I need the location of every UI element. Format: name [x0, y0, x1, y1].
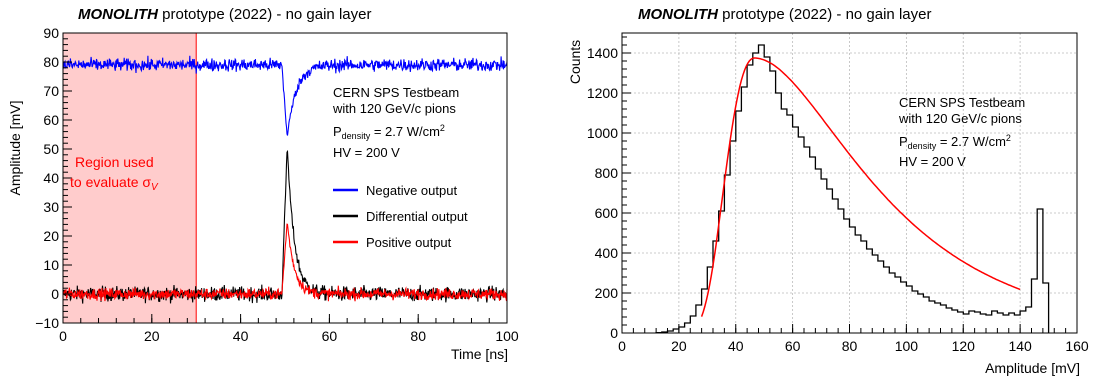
- histogram-y-label: Counts: [567, 40, 583, 84]
- waveform-x-tick-label: 60: [322, 328, 338, 344]
- region-label-line1: Region used: [75, 154, 154, 170]
- histogram-x-tick-label: 140: [1008, 338, 1032, 354]
- waveform-hv: HV = 200 V: [333, 145, 400, 160]
- histogram-pdensity: Pdensity = 2.7 W/cm2: [899, 133, 1011, 151]
- histogram-y-tick-label: 1200: [587, 85, 618, 101]
- histogram-x-tick-label: 80: [842, 338, 858, 354]
- waveform-y-tick-label: 30: [43, 199, 59, 215]
- waveform-y-tick-label: 60: [43, 112, 59, 128]
- histogram-x-tick-label: 0: [618, 338, 626, 354]
- waveform-x-tick-label: 40: [233, 328, 249, 344]
- waveform-panel: MONOLITH prototype (2022) - no gain laye…: [7, 6, 519, 362]
- histogram-panel: MONOLITH prototype (2022) - no gain laye…: [567, 6, 1089, 376]
- landau-fit-curve: [700, 57, 1021, 317]
- waveform-y-label: Amplitude [mV]: [7, 101, 23, 196]
- waveform-x-label: Time [ns]: [451, 346, 508, 362]
- waveform-y-tick-label: 0: [51, 286, 59, 302]
- histogram-y-tick-label: 800: [595, 165, 619, 181]
- histogram-bars: [655, 44, 1050, 334]
- sigma-region-shade: [62, 32, 197, 324]
- waveform-x-tick-label: 20: [144, 328, 160, 344]
- histogram-x-tick-label: 100: [895, 338, 919, 354]
- histogram-y-tick-label: 400: [595, 245, 619, 261]
- waveform-x-tick-label: 100: [495, 328, 519, 344]
- waveform-legend: Negative output Differential output Positi…: [333, 183, 468, 250]
- waveform-y-tick-label: 40: [43, 170, 59, 186]
- histogram-hv: HV = 200 V: [899, 154, 966, 169]
- waveform-line-0: [62, 55, 508, 136]
- histogram-x-label: Amplitude [mV]: [985, 360, 1080, 376]
- histogram-x-tick-label: 160: [1065, 338, 1089, 354]
- histogram-y-tick-label: 600: [595, 205, 619, 221]
- waveform-x-tick-label: 80: [410, 328, 426, 344]
- waveform-y-tick-label: 80: [43, 54, 59, 70]
- waveform-y-tick-label: 20: [43, 228, 59, 244]
- histogram-x-tick-label: 20: [671, 338, 687, 354]
- waveform-y-tick-label: 10: [43, 257, 59, 273]
- legend-label-2: Positive output: [366, 235, 452, 250]
- waveform-series: [62, 55, 508, 304]
- histogram-y-tick-label: 1000: [587, 125, 618, 141]
- waveform-y-tick-label: 90: [43, 25, 59, 41]
- waveform-x-axis: 0 20 40 60 80 100: [59, 314, 519, 344]
- legend-label-1: Differential output: [366, 209, 468, 224]
- waveform-y-tick-label: −10: [35, 315, 59, 331]
- histogram-y-tick-label: 0: [610, 325, 618, 341]
- waveform-y-tick-label: 70: [43, 83, 59, 99]
- histogram-x-axis: 0 20 40 60 80 100 120 140 160: [618, 324, 1089, 354]
- histogram-x-tick-label: 60: [785, 338, 801, 354]
- histogram-y-tick-label: 200: [595, 285, 619, 301]
- histogram-grid: [621, 33, 1078, 334]
- waveform-annotation-line2: with 120 GeV/c pions: [332, 101, 456, 116]
- waveform-y-tick-label: 50: [43, 141, 59, 157]
- waveform-y-axis: −10 0 10 20 30 40 50 60 70 80 90: [35, 25, 72, 331]
- histogram-x-tick-label: 120: [952, 338, 976, 354]
- histogram-y-axis: 0 200 400 600 800 1000 1200 1400: [587, 36, 631, 341]
- waveform-line-2: [62, 223, 508, 302]
- legend-label-0: Negative output: [366, 183, 457, 198]
- histogram-title: MONOLITH prototype (2022) - no gain laye…: [638, 6, 931, 23]
- waveform-annotation-line1: CERN SPS Testbeam: [333, 85, 459, 100]
- histogram-annotation-line1: CERN SPS Testbeam: [899, 95, 1025, 110]
- waveform-x-tick-label: 0: [59, 328, 67, 344]
- histogram-x-tick-label: 40: [728, 338, 744, 354]
- region-label-line2: to evaluate σV: [70, 174, 159, 193]
- waveform-title: MONOLITH prototype (2022) - no gain laye…: [78, 6, 371, 23]
- histogram-y-tick-label: 1400: [587, 45, 618, 61]
- waveform-pdensity: Pdensity = 2.7 W/cm2: [333, 123, 445, 141]
- histogram-annotation-line2: with 120 GeV/c pions: [898, 111, 1022, 126]
